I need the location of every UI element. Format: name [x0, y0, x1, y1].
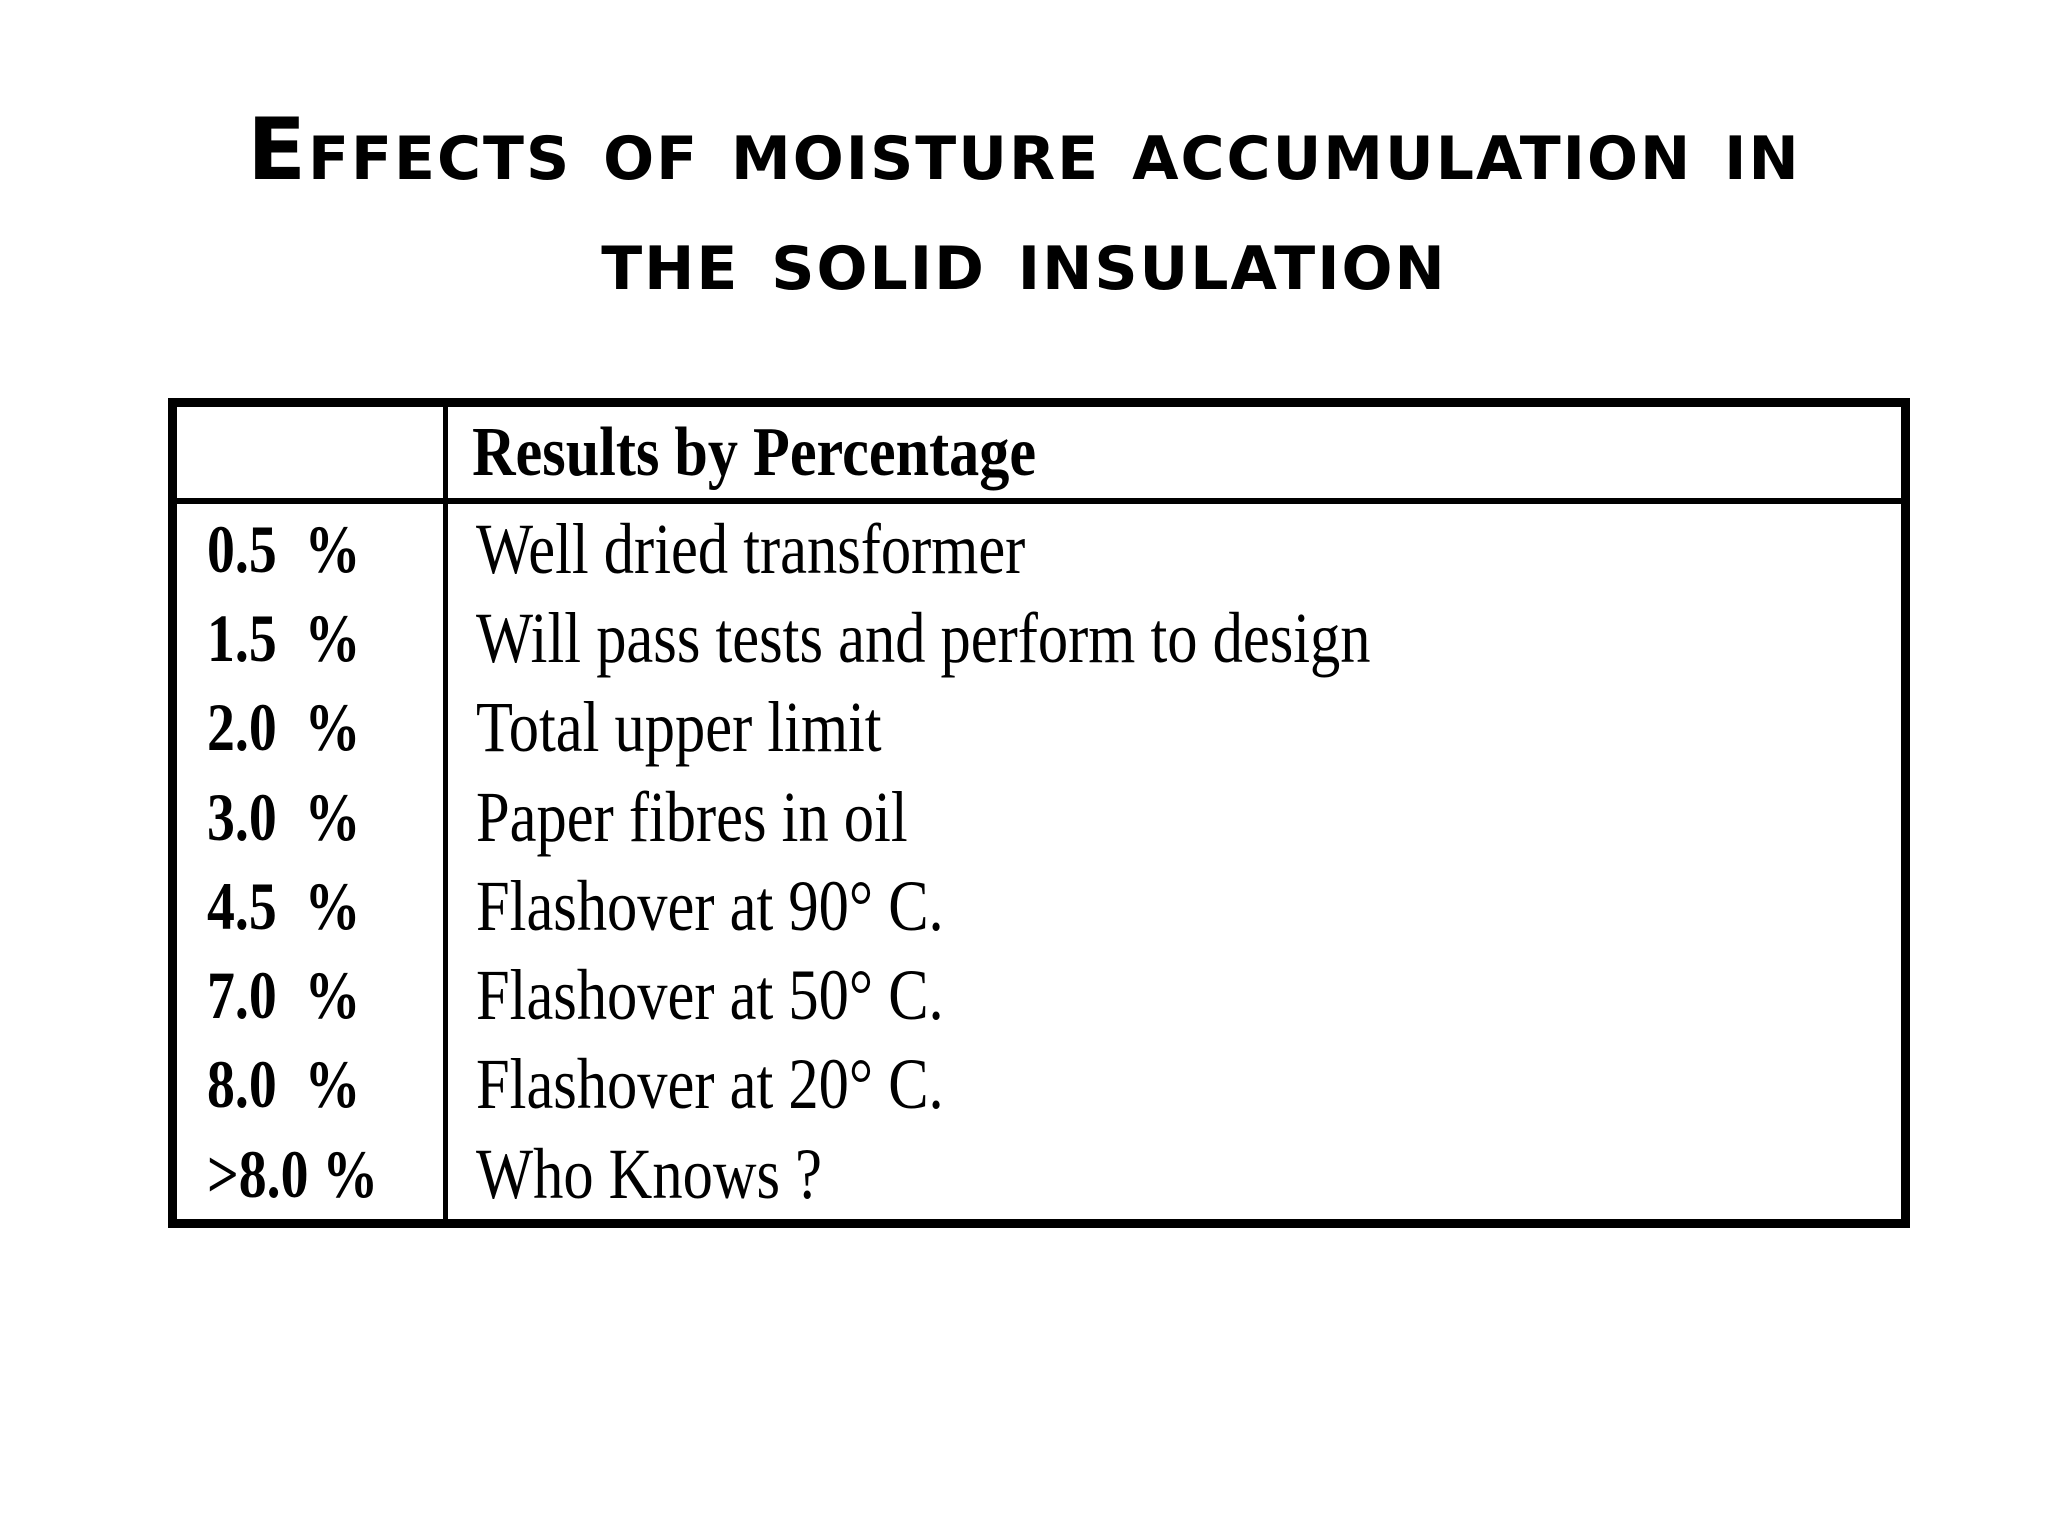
- table-cell-result: Flashover at 90° C.: [445, 862, 1901, 951]
- percentage-value: 7.0 %: [207, 957, 361, 1034]
- percentage-value: 0.5 %: [207, 510, 361, 587]
- result-text: Who Knows ?: [475, 1133, 822, 1214]
- table-cell-result: Flashover at 20° C.: [445, 1040, 1901, 1129]
- slide-title: Effects of moisture accumulation in the …: [0, 95, 2048, 315]
- table-cell-result: Well dried transformer: [445, 501, 1901, 593]
- table-header-label: Results by Percentage: [471, 413, 1036, 491]
- table-row: >8.0 % Who Knows ?: [177, 1129, 1901, 1219]
- slide-title-line-1: Effects of moisture accumulation in: [247, 100, 1801, 200]
- table-cell-percentage: 4.5 %: [177, 861, 448, 951]
- percentage-value: 1.5 %: [207, 599, 361, 676]
- result-text: Flashover at 90° C.: [475, 865, 944, 946]
- result-text: Total upper limit: [475, 687, 882, 768]
- table-cell-result: Who Knows ?: [445, 1130, 1901, 1219]
- table-row: 7.0 % Flashover at 50° C.: [177, 951, 1901, 1041]
- table-cell-percentage: 0.5 %: [177, 501, 448, 594]
- table-row: 0.5 % Well dried transformer: [177, 501, 1901, 594]
- table-cell-percentage: >8.0 %: [177, 1129, 448, 1219]
- result-text: Paper fibres in oil: [475, 776, 908, 857]
- moisture-table: Results by Percentage 0.5 % Well dried t…: [168, 398, 1910, 1228]
- percentage-value: 4.5 %: [207, 867, 361, 944]
- table-row: 4.5 % Flashover at 90° C.: [177, 861, 1901, 951]
- slide-title-line-2: the solid insulation: [601, 210, 1447, 310]
- percentage-value: 2.0 %: [207, 689, 361, 766]
- table-row: 3.0 % Paper fibres in oil: [177, 772, 1901, 862]
- percentage-value: 3.0 %: [207, 778, 361, 855]
- table-header-row: Results by Percentage: [177, 407, 1901, 505]
- result-text: Flashover at 20° C.: [475, 1044, 944, 1125]
- table-cell-result: Paper fibres in oil: [445, 772, 1901, 861]
- result-text: Flashover at 50° C.: [475, 955, 944, 1036]
- table-cell-percentage: 3.0 %: [177, 772, 448, 862]
- table-cell-result: Will pass tests and perform to design: [445, 594, 1901, 683]
- table-row: 8.0 % Flashover at 20° C.: [177, 1040, 1901, 1130]
- result-text: Well dried transformer: [475, 508, 1025, 589]
- percentage-value: 8.0 %: [207, 1046, 361, 1123]
- table-row: 2.0 % Total upper limit: [177, 683, 1901, 773]
- table-cell-result: Flashover at 50° C.: [445, 951, 1901, 1040]
- table-row: 1.5 % Will pass tests and perform to des…: [177, 593, 1901, 684]
- table-cell-percentage: 2.0 %: [177, 683, 448, 773]
- moisture-table-grid: Results by Percentage 0.5 % Well dried t…: [177, 407, 1901, 1219]
- percentage-value: >8.0 %: [207, 1135, 379, 1212]
- table-cell-percentage: 8.0 %: [177, 1040, 448, 1130]
- result-text: Will pass tests and perform to design: [475, 597, 1371, 678]
- table-cell-result: Total upper limit: [445, 683, 1901, 772]
- table-cell-percentage: 1.5 %: [177, 593, 448, 684]
- table-header-corner: [177, 407, 448, 505]
- table-cell-percentage: 7.0 %: [177, 951, 448, 1041]
- table-header-cell: Results by Percentage: [445, 407, 1901, 505]
